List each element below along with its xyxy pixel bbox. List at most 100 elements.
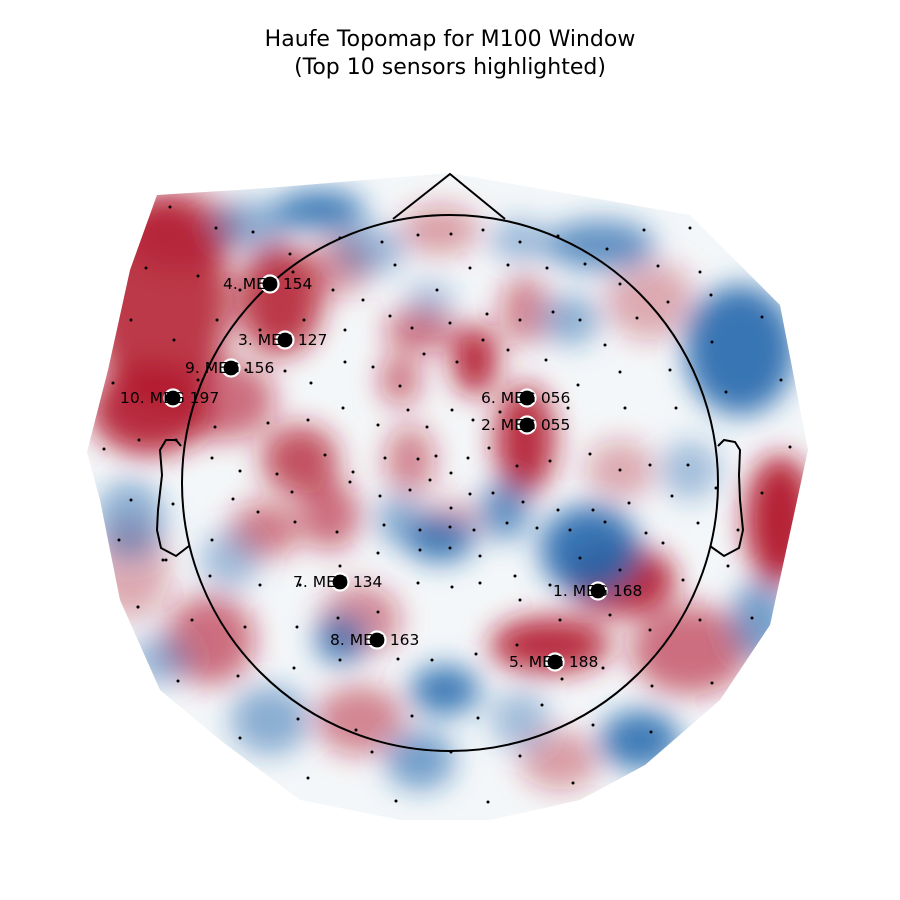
- sensor-dot: [388, 314, 392, 318]
- sensor-dot: [164, 558, 168, 562]
- sensor-dot: [686, 463, 690, 467]
- sensor-dot: [343, 360, 347, 364]
- sensor-dot: [416, 457, 420, 461]
- highlighted-sensor-10: 10. MEG 197: [120, 388, 219, 408]
- sensor-dot: [779, 378, 783, 382]
- sensor-dot: [376, 610, 380, 614]
- field-blob: [490, 617, 610, 673]
- sensor-dot: [788, 445, 792, 449]
- sensor-dot: [361, 298, 365, 302]
- sensor-dot: [416, 233, 420, 237]
- sensor-dot: [681, 578, 685, 582]
- sensor-dot: [293, 520, 297, 524]
- sensor-dot: [642, 228, 646, 232]
- sensor-dot: [618, 568, 622, 572]
- highlighted-sensor-8: 8. MEG 163: [330, 630, 419, 650]
- sensor-dot: [196, 378, 200, 382]
- sensor-dot: [323, 453, 327, 457]
- field-blob: [380, 355, 420, 405]
- field-blob: [385, 425, 435, 495]
- field-blob: [630, 605, 750, 695]
- sensor-dot: [560, 677, 564, 681]
- sensor-dot: [171, 502, 175, 506]
- figure-title: Haufe Topomap for M100 Window: [265, 27, 636, 52]
- sensor-dot: [306, 776, 310, 780]
- sensor-dot: [243, 625, 247, 629]
- sensor-dot: [648, 628, 652, 632]
- sensor-dot: [623, 406, 627, 410]
- sensor-dot: [535, 526, 539, 530]
- sensor-dot: [380, 240, 384, 244]
- sensor-dot: [551, 310, 555, 314]
- sensor-dot: [410, 714, 414, 718]
- field-blob: [480, 480, 530, 540]
- sensor-dot: [696, 521, 700, 525]
- sensor-marker: [330, 572, 350, 592]
- sensor-dot: [656, 264, 660, 268]
- sensor-dot: [275, 472, 279, 476]
- sensor-dot: [515, 643, 519, 647]
- sensor-dot: [478, 581, 482, 585]
- field-blob: [385, 730, 455, 790]
- nose: [392, 172, 506, 220]
- sensor-dot: [710, 681, 714, 685]
- sensor-dot: [760, 491, 764, 495]
- sensor-dot: [566, 406, 570, 410]
- sensor-dot: [370, 750, 374, 754]
- field-blob: [335, 225, 405, 275]
- sensor-dot: [408, 488, 412, 492]
- field-blob: [375, 495, 425, 545]
- sensor-dot: [418, 548, 422, 552]
- sensor-dot: [666, 300, 670, 304]
- sensor-dot: [290, 490, 294, 494]
- head-circle: [181, 214, 719, 752]
- sensor-dot: [296, 717, 300, 721]
- sensor-dot: [515, 464, 519, 468]
- sensor-label: 8. MEG 163: [330, 631, 419, 649]
- sensor-dot: [117, 538, 121, 542]
- sensor-dot: [568, 528, 572, 532]
- highlighted-sensor-3: 3. MEG 127: [238, 330, 327, 350]
- sensor-dot: [608, 613, 612, 617]
- sensor-dot: [306, 418, 310, 422]
- sensor-dot: [434, 454, 438, 458]
- sensor-dot: [466, 456, 470, 460]
- field-blob: [262, 425, 338, 495]
- sensor-dot: [644, 531, 648, 535]
- sensor-dot: [545, 266, 549, 270]
- field-blob: [210, 200, 290, 250]
- sensor-dot: [449, 471, 453, 475]
- sensor-dot: [371, 365, 375, 369]
- sensor-dot: [283, 369, 287, 373]
- sensor-marker: [260, 274, 280, 294]
- sensor-dot: [521, 500, 525, 504]
- sensor-dot: [129, 498, 133, 502]
- highlighted-sensor-5: 5. MEG 188: [509, 652, 598, 672]
- field-blob: [495, 385, 555, 495]
- field-blob: [605, 260, 695, 340]
- sensor-dot: [251, 230, 255, 234]
- sensor-dot: [214, 226, 218, 230]
- field-blob: [660, 440, 720, 500]
- sensor-dot: [518, 318, 522, 322]
- sensor-dot: [136, 605, 140, 609]
- sensor-dot: [468, 492, 472, 496]
- sensor-dot: [698, 618, 702, 622]
- field-blob: [745, 455, 808, 585]
- sensor-dot: [578, 556, 582, 560]
- sensor-dot: [591, 723, 595, 727]
- field-blob: [600, 710, 680, 770]
- sensor-dot: [190, 618, 194, 622]
- sensor-dot: [416, 581, 420, 585]
- sensor-dot: [471, 418, 475, 422]
- sensor-dot: [398, 384, 402, 388]
- sensor-dot: [383, 456, 387, 460]
- sensor-dot: [338, 658, 342, 662]
- head-outline: [155, 172, 745, 752]
- field-blob: [685, 285, 795, 415]
- sensor-dot: [661, 541, 665, 545]
- sensor-dot: [298, 583, 302, 587]
- sensor-dot: [348, 480, 352, 484]
- field-blob: [490, 220, 550, 260]
- field-blob: [130, 635, 190, 685]
